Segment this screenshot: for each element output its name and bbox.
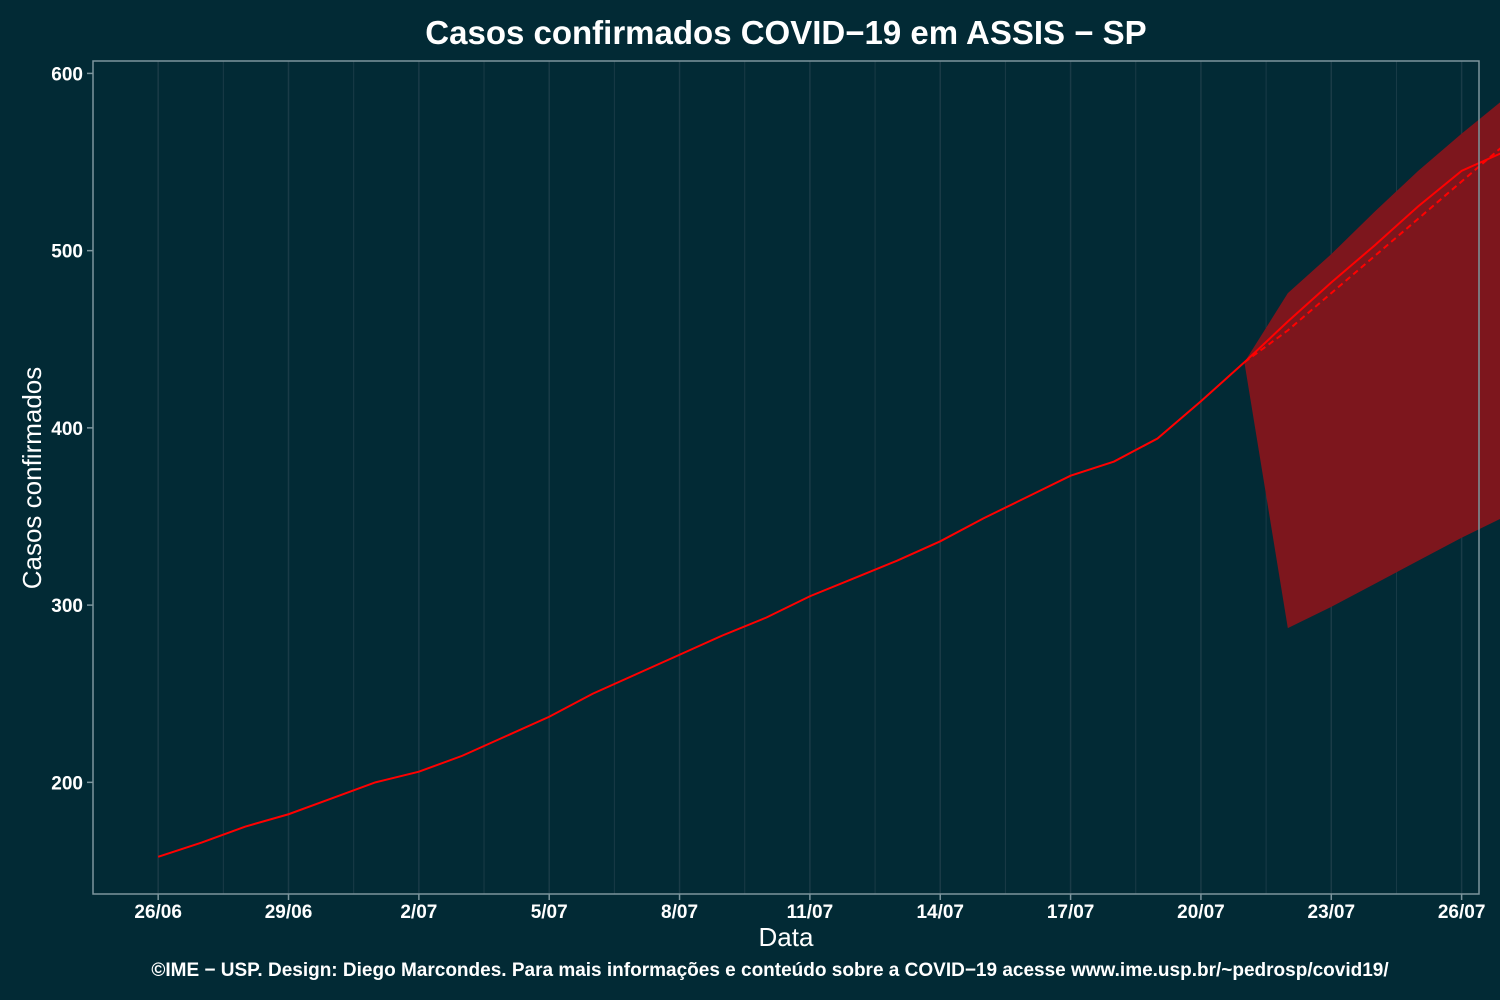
y-axis-label: Casos confirmados — [17, 367, 47, 590]
confidence-band-area — [1244, 102, 1500, 629]
chart-title: Casos confirmados COVID−19 em ASSIS − SP — [425, 14, 1146, 51]
plot-frame — [92, 60, 1480, 895]
x-tick-label: 2/07 — [400, 902, 437, 923]
x-tick-label: 29/06 — [265, 902, 313, 923]
x-tick-label: 11/07 — [787, 902, 834, 923]
x-tick-label: 14/07 — [916, 902, 964, 923]
x-tick-label: 26/07 — [1438, 902, 1486, 923]
grid-lines — [157, 61, 1463, 894]
x-tick-label: 23/07 — [1308, 902, 1356, 923]
series-lines — [157, 147, 1500, 858]
y-axis-ticks: 200 300 400 500 600 — [51, 64, 93, 794]
series-line-forecast-trend — [1243, 147, 1500, 364]
y-tick-label: 500 — [51, 242, 83, 263]
x-tick-label: 8/07 — [661, 902, 698, 923]
x-tick-label: 26/06 — [134, 902, 182, 923]
x-tick-label: 20/07 — [1177, 902, 1225, 923]
confidence-band — [1244, 102, 1500, 629]
x-axis-label: Data — [759, 922, 814, 952]
x-axis-ticks: 26/06 29/06 2/07 5/07 8/07 11/07 14/07 17/07 20/… — [134, 894, 1485, 923]
series-line-observed — [157, 361, 1246, 858]
y-tick-label: 300 — [51, 596, 83, 617]
x-tick-label: 17/07 — [1047, 902, 1095, 923]
caption: ©IME − USP. Design: Diego Marcondes. Par… — [151, 960, 1389, 981]
y-tick-label: 600 — [51, 64, 83, 85]
series-line-forecast — [1243, 152, 1500, 364]
y-tick-label: 200 — [51, 773, 83, 794]
x-tick-label: 5/07 — [531, 902, 568, 923]
y-tick-label: 400 — [51, 419, 83, 440]
